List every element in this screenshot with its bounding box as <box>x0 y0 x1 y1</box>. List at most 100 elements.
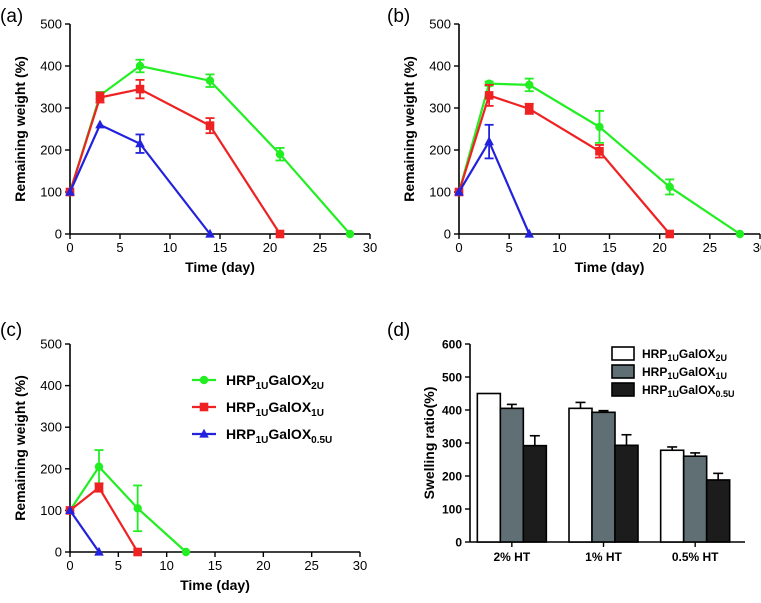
legend-marker <box>199 375 209 385</box>
y-tick-label: 100 <box>442 503 462 517</box>
x-tick-label: 5 <box>506 240 513 255</box>
x-tick-label: 0 <box>66 558 73 573</box>
data-point <box>135 84 145 94</box>
x-axis-title: Time (day) <box>575 259 645 275</box>
data-point <box>595 146 604 156</box>
series-line <box>68 123 211 235</box>
series-line <box>69 509 100 553</box>
chart-panel-b: (b) 0 100 200 300 400 500 0 5 10 15 20 25 30 Time (day… <box>387 6 761 275</box>
x-tick-label: 5 <box>116 240 123 255</box>
bar <box>682 455 708 543</box>
y-tick-label: 400 <box>40 59 62 74</box>
data-point <box>94 483 104 492</box>
data-point <box>95 93 105 102</box>
data-point <box>665 182 674 192</box>
legend-label-sub2: 2U <box>311 381 324 392</box>
legend-label-sub2: 1U <box>716 371 728 381</box>
legend-label-sub1: 1U <box>667 353 679 363</box>
y-tick-label: 400 <box>442 404 462 418</box>
x-tick-label: 30 <box>753 240 761 255</box>
data-point <box>133 547 142 557</box>
data-point <box>454 186 464 196</box>
legend-marker <box>199 428 209 438</box>
data-point <box>65 186 75 196</box>
y-tick-label: 400 <box>429 59 451 74</box>
legend-item: HRP1UGalOX1U <box>611 364 727 381</box>
chart-panel-d: (d) 0 100 200 300 400 500 600 Swelling ratio(%) 2… <box>387 320 745 564</box>
series-2 <box>65 505 104 556</box>
y-axis-title: Remaining weight (%) <box>12 56 28 201</box>
category-label: 1% HT <box>585 550 622 564</box>
legend-label-base: HRP <box>226 399 256 415</box>
legend-label-base: HRP <box>642 347 667 361</box>
bar <box>659 449 685 543</box>
data-point <box>525 80 534 90</box>
chart-panel-c: (c) 0 100 200 300 400 500 0 5 10 15 20 25 30 Time (day… <box>0 320 367 593</box>
data-point <box>95 119 105 129</box>
x-tick-label: 15 <box>208 558 222 573</box>
y-tick-label: 500 <box>442 371 462 385</box>
x-tick-label: 0 <box>66 240 73 255</box>
data-point <box>735 229 745 239</box>
y-tick-label: 500 <box>40 17 62 32</box>
x-tick-label: 15 <box>602 240 616 255</box>
bar <box>476 392 502 543</box>
legend-label-mid: GalOX <box>268 399 311 415</box>
legend-label-sub2: 0.5U <box>716 389 735 399</box>
data-point <box>345 229 355 239</box>
x-tick-label: 10 <box>159 558 173 573</box>
y-tick-label: 0 <box>55 227 62 242</box>
legend-label-sub2: 0.5U <box>311 435 332 446</box>
category-label: 0.5% HT <box>672 550 719 564</box>
legend-marker <box>199 402 209 412</box>
data-point <box>275 150 285 159</box>
x-tick-label: 30 <box>363 240 377 255</box>
bar <box>522 444 548 543</box>
x-axis-title: Time (day) <box>185 259 255 275</box>
series-2 <box>65 119 215 238</box>
legend-label: HRP1UGalOX2U <box>642 347 727 363</box>
legend-label-sub2: 2U <box>716 353 728 363</box>
data-point <box>135 61 145 71</box>
series-1 <box>65 78 285 239</box>
data-point <box>524 228 535 238</box>
legend-item: HRP1UGalOX0.5U <box>611 382 735 399</box>
y-tick-label: 200 <box>40 461 62 476</box>
series-line <box>457 94 671 235</box>
y-axis-title: Remaining weight (%) <box>12 375 28 520</box>
panel-label: (c) <box>0 320 22 341</box>
legend-item: HRP1UGalOX2U <box>192 372 324 392</box>
legend-label: HRP1UGalOX1U <box>642 365 727 381</box>
data-point <box>665 229 674 239</box>
legend-label-base: HRP <box>226 426 256 442</box>
y-tick-label: 500 <box>40 337 62 352</box>
legend-label-mid: GalOX <box>679 383 716 397</box>
x-tick-label: 20 <box>263 240 277 255</box>
y-axis-title: Remaining weight (%) <box>401 56 417 201</box>
bar <box>499 407 525 543</box>
data-point <box>205 121 215 130</box>
y-tick-label: 0 <box>444 227 451 242</box>
data-point <box>524 104 534 114</box>
data-point <box>205 228 215 238</box>
series-line <box>69 464 187 553</box>
legend-label-mid: GalOX <box>679 365 716 379</box>
legend-item: HRP1UGalOX1U <box>192 399 324 419</box>
y-tick-label: 400 <box>40 378 62 393</box>
y-tick-label: 200 <box>40 143 62 158</box>
x-tick-label: 15 <box>213 240 227 255</box>
x-tick-label: 10 <box>552 240 566 255</box>
y-tick-label: 300 <box>40 420 62 435</box>
x-tick-label: 25 <box>304 558 318 573</box>
y-tick-label: 300 <box>40 101 62 116</box>
data-point <box>275 229 285 239</box>
y-tick-label: 200 <box>442 470 462 484</box>
data-point <box>94 462 104 471</box>
legend-label-sub1: 1U <box>256 408 269 419</box>
y-axis-title: Swelling ratio(%) <box>421 387 437 500</box>
legend-label-sub1: 1U <box>667 389 679 399</box>
legend-label-sub1: 1U <box>256 381 269 392</box>
legend-label: HRP1UGalOX0.5U <box>226 426 332 446</box>
